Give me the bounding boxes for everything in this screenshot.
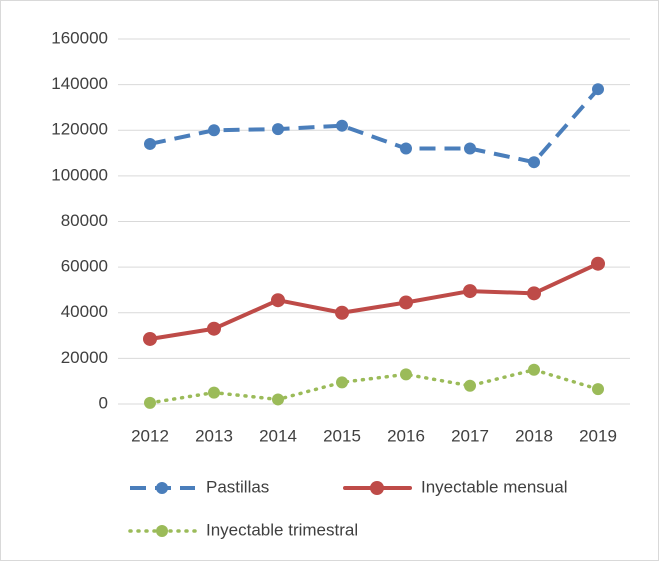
data-point	[144, 396, 156, 409]
data-point	[207, 321, 221, 336]
data-point	[208, 386, 220, 399]
data-point	[528, 363, 540, 376]
data-point	[272, 393, 284, 406]
data-point	[400, 368, 412, 381]
data-point	[143, 331, 157, 346]
legend-label: Pastillas	[206, 477, 269, 496]
x-tick-label: 2016	[387, 426, 425, 445]
legend-marker	[370, 481, 384, 495]
data-point	[336, 376, 348, 389]
x-tick-label: 2018	[515, 426, 553, 445]
y-tick-label: 0	[99, 393, 108, 412]
data-point	[208, 124, 220, 137]
data-point	[399, 295, 413, 310]
series-line	[148, 261, 600, 341]
x-tick-label: 2014	[259, 426, 297, 445]
legend-label: Inyectable mensual	[421, 477, 567, 496]
y-tick-label: 20000	[61, 348, 108, 367]
y-tick-label: 100000	[51, 165, 108, 184]
data-point	[336, 119, 348, 132]
data-point	[592, 83, 604, 96]
y-tick-label: 40000	[61, 302, 108, 321]
y-tick-label: 80000	[61, 211, 108, 230]
data-point	[528, 156, 540, 169]
data-point	[463, 284, 477, 299]
data-point	[335, 305, 349, 320]
data-point	[464, 379, 476, 392]
y-tick-label: 120000	[51, 120, 108, 139]
x-tick-label: 2013	[195, 426, 233, 445]
legend-marker	[156, 482, 168, 494]
data-point	[272, 123, 284, 136]
y-tick-label: 60000	[61, 257, 108, 276]
data-point	[527, 286, 541, 301]
legend-label: Inyectable trimestral	[206, 520, 358, 539]
legend-marker	[156, 525, 168, 537]
data-point	[591, 256, 605, 271]
data-point	[144, 137, 156, 150]
x-tick-label: 2015	[323, 426, 361, 445]
data-point	[464, 142, 476, 155]
data-point	[271, 293, 285, 308]
x-tick-label: 2012	[131, 426, 169, 445]
y-tick-label: 160000	[51, 28, 108, 47]
x-tick-label: 2019	[579, 426, 617, 445]
data-point	[592, 383, 604, 396]
series-line	[149, 87, 600, 165]
x-tick-label: 2017	[451, 426, 489, 445]
data-point	[400, 142, 412, 155]
y-tick-label: 140000	[51, 74, 108, 93]
